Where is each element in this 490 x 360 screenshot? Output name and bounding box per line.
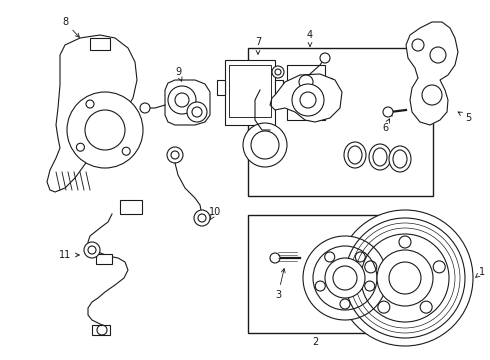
Circle shape [383,107,393,117]
Text: 3: 3 [275,269,285,300]
Bar [217,80,225,95]
Circle shape [187,102,207,122]
Text: 4: 4 [307,30,313,46]
Text: 1: 1 [476,267,485,278]
Ellipse shape [369,144,391,170]
Bar [287,65,325,120]
Text: 2: 2 [312,337,318,347]
Circle shape [270,253,280,263]
Circle shape [67,92,143,168]
Bar [248,215,383,333]
Text: 10: 10 [209,207,221,220]
Bar [229,65,271,117]
Bar [120,200,142,214]
Circle shape [377,250,433,306]
Text: 8: 8 [62,17,79,37]
Bar [225,60,275,125]
Bar [248,48,433,196]
Text: 5: 5 [458,112,471,123]
Text: 6: 6 [382,119,390,133]
Circle shape [292,84,324,116]
Text: 9: 9 [175,67,182,81]
Circle shape [272,66,284,78]
Polygon shape [165,80,210,125]
Circle shape [303,236,387,320]
Circle shape [320,53,330,63]
Bar [92,325,110,335]
Circle shape [243,123,287,167]
Ellipse shape [389,146,411,172]
Circle shape [337,210,473,346]
Text: 7: 7 [255,37,261,54]
Bar [96,254,112,264]
Ellipse shape [344,142,366,168]
Circle shape [140,103,150,113]
Polygon shape [406,22,458,125]
Text: 11: 11 [59,250,79,260]
Bar [90,38,110,50]
Circle shape [194,210,210,226]
Circle shape [325,258,365,298]
Circle shape [167,147,183,163]
Bar [325,78,332,96]
Bar [275,80,283,95]
Circle shape [168,86,196,114]
Polygon shape [270,74,342,122]
Circle shape [84,242,100,258]
Polygon shape [47,35,137,192]
